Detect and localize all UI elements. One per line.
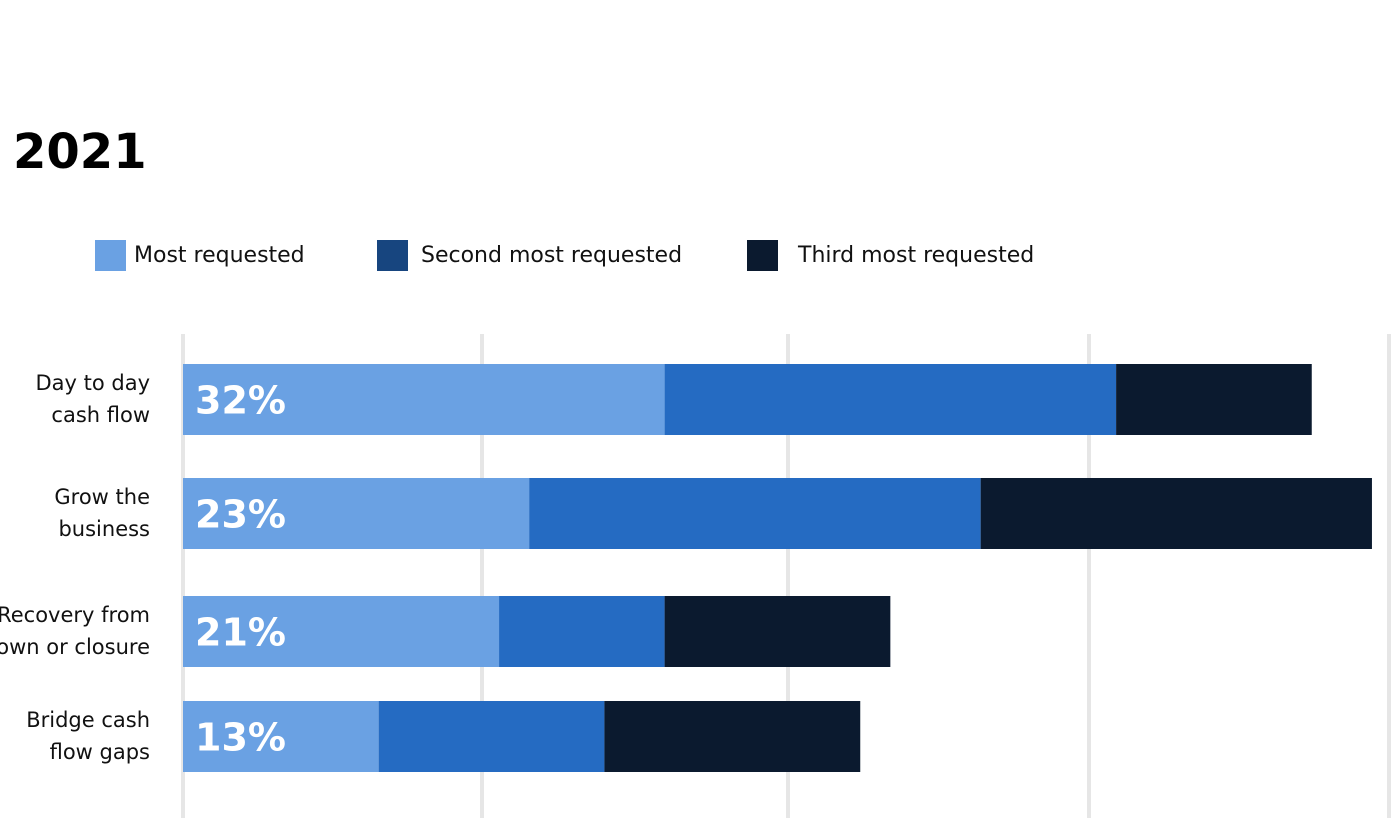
legend-swatch-third-most-requested [747, 240, 778, 271]
bar-recovery-from-own-or-closure-most-requested [183, 596, 500, 667]
bar-bridge-cash-flow-gaps-most-requested [183, 701, 379, 772]
bar-bridge-cash-flow-gaps-second-most-requested [378, 701, 605, 772]
bar-recovery-from-own-or-closure-third-most-requested [664, 596, 891, 667]
bar-grow-the-business-second-most-requested [529, 478, 981, 549]
bar-bridge-cash-flow-gaps-third-most-requested [604, 701, 861, 772]
data-label-day-to-day-cash-flow: 32% [195, 379, 286, 423]
bar-recovery-from-own-or-closure-second-most-requested [499, 596, 665, 667]
legend-label-most-requested: Most requested [134, 243, 305, 268]
data-label-grow-the-business: 23% [195, 493, 286, 537]
legend-swatch-second-most-requested [377, 240, 408, 271]
category-label-recovery-from-own-or-closure: Recovery from own or closure [0, 603, 150, 659]
legend-swatch-most-requested [95, 240, 126, 271]
data-label-bridge-cash-flow-gaps: 13% [195, 716, 286, 760]
category-label-day-to-day-cash-flow: Day to day cash flow [35, 371, 150, 427]
bar-day-to-day-cash-flow-most-requested [183, 364, 665, 435]
chart-title: 2021 [13, 124, 147, 180]
bar-grow-the-business-most-requested [183, 478, 530, 549]
bar-grow-the-business-third-most-requested [980, 478, 1372, 549]
category-label-grow-the-business: Grow the business [54, 485, 150, 541]
legend: Most requested Second most requested Thi… [0, 240, 1391, 272]
category-label-line: flow gaps [50, 740, 150, 764]
category-label-bridge-cash-flow-gaps: Bridge cash flow gaps [26, 708, 150, 764]
bar-day-to-day-cash-flow-third-most-requested [1116, 364, 1312, 435]
category-label-line: own or closure [0, 635, 150, 659]
category-label-line: business [58, 517, 150, 541]
bar-day-to-day-cash-flow-second-most-requested [664, 364, 1117, 435]
legend-label-second-most-requested: Second most requested [421, 243, 683, 268]
category-label-line: Day to day [35, 371, 150, 395]
data-label-recovery-from-own-or-closure: 21% [195, 611, 286, 655]
category-label-line: Recovery from [0, 603, 150, 627]
legend-label-third-most-requested: Third most requested [798, 243, 1035, 268]
category-label-line: Grow the [54, 485, 150, 509]
category-label-line: cash flow [51, 403, 150, 427]
category-label-line: Bridge cash [26, 708, 150, 732]
